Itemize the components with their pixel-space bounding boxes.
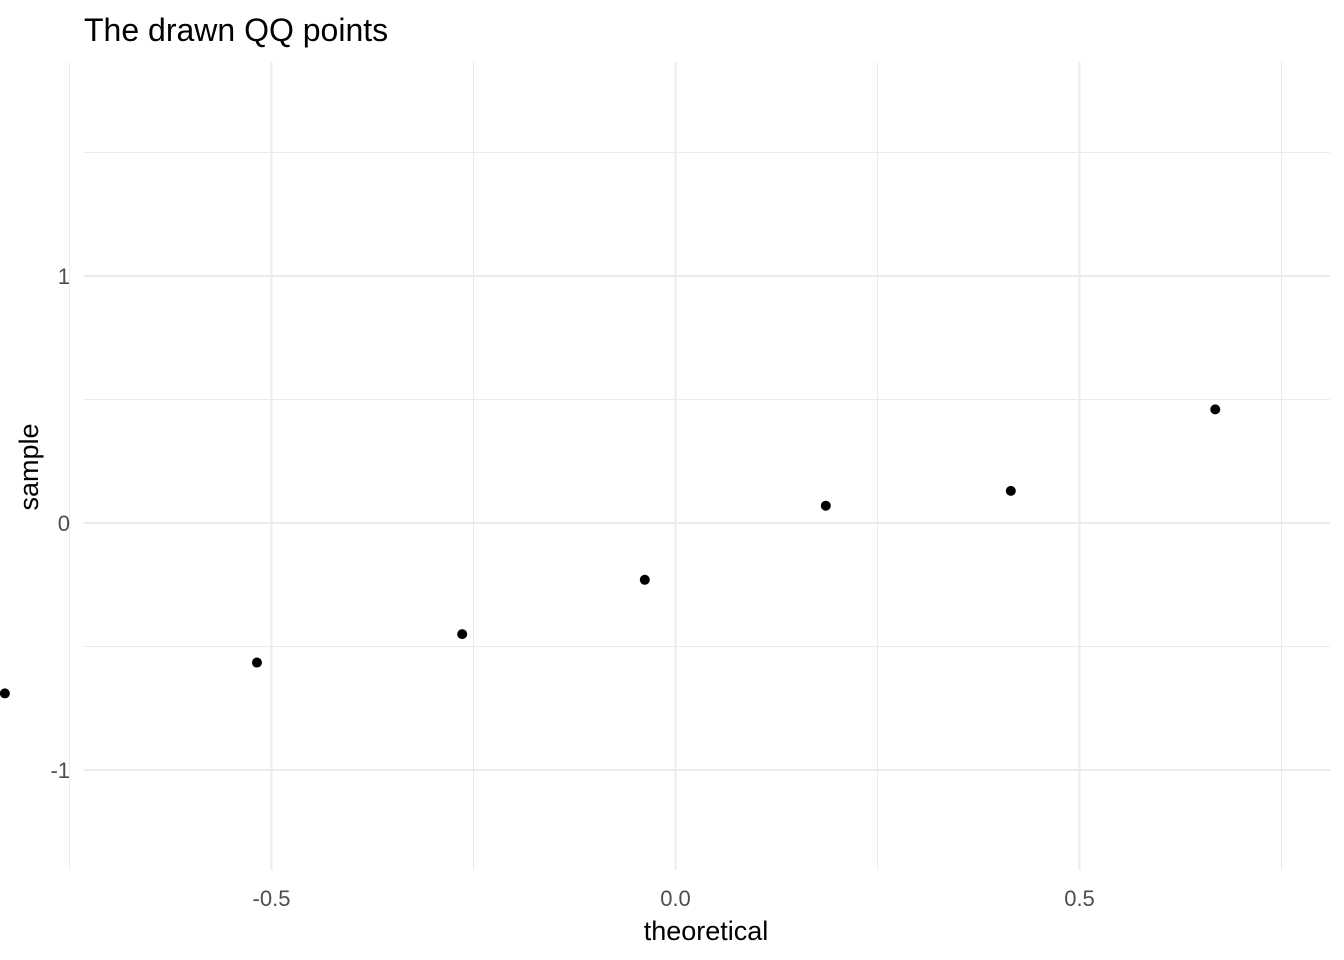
x-tick-label: 0.0 xyxy=(660,886,691,911)
y-axis-tick-labels: -1 0 1 xyxy=(50,264,70,783)
qq-point xyxy=(1210,404,1221,415)
minor-grid xyxy=(69,62,1330,870)
qq-point xyxy=(251,657,262,668)
qq-point xyxy=(1005,485,1016,496)
chart-title: The drawn QQ points xyxy=(84,12,388,48)
major-grid xyxy=(84,62,1330,870)
qq-point xyxy=(820,500,831,511)
y-tick-label: -1 xyxy=(50,758,70,783)
data-points xyxy=(0,404,1221,699)
x-axis-title: theoretical xyxy=(644,916,769,946)
y-axis-title: sample xyxy=(14,423,44,510)
x-tick-label: -0.5 xyxy=(253,886,291,911)
qq-point xyxy=(457,629,468,640)
x-axis-tick-labels: -1.0-0.50.00.51.01.5 xyxy=(253,886,1095,911)
x-tick-label: 0.5 xyxy=(1064,886,1095,911)
y-tick-label: 0 xyxy=(58,511,70,536)
qq-point xyxy=(639,574,650,585)
y-tick-label: 1 xyxy=(58,264,70,289)
qq-point xyxy=(0,688,10,699)
